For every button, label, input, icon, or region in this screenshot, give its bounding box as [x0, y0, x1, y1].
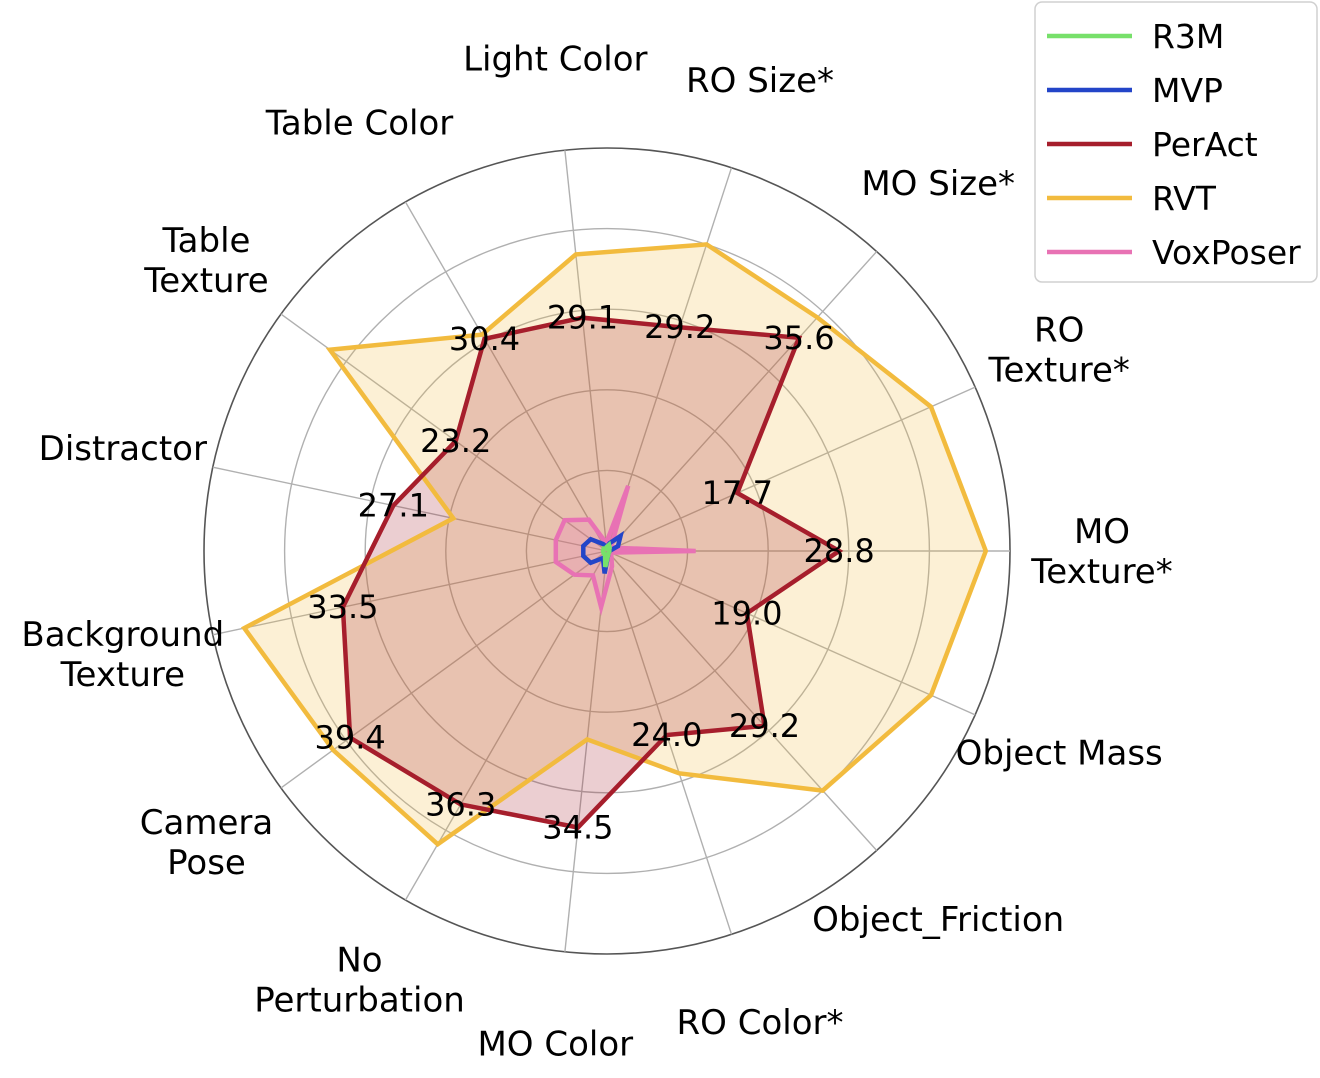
legend-label-rvt: RVT	[1152, 179, 1217, 218]
grid-spoke	[280, 550, 608, 789]
legend-label-r3m: R3M	[1152, 17, 1224, 56]
axis-label: Table Texture	[143, 221, 268, 301]
data-label-peract: 23.2	[420, 422, 491, 460]
data-label-peract: 36.3	[425, 785, 496, 823]
series-line-r3m	[600, 540, 613, 568]
grid-spoke	[404, 201, 608, 552]
data-label-peract: 17.7	[702, 474, 773, 512]
axis-label: MO Color	[477, 1024, 633, 1064]
grid-spoke	[606, 251, 878, 552]
data-label-peract: 29.2	[644, 308, 715, 346]
grid-spoke	[212, 466, 608, 552]
legend-box	[1034, 1, 1318, 283]
axis-label: MO Size*	[861, 164, 1015, 204]
grid-spoke	[606, 550, 878, 851]
data-label-peract: 29.1	[547, 299, 618, 337]
axis-label: Table Color	[265, 103, 454, 143]
data-label-peract: 24.0	[631, 716, 702, 754]
data-label-peract: 39.4	[314, 719, 385, 757]
legend-label-peract: PerAct	[1152, 125, 1258, 164]
axis-label: Object_Friction	[812, 900, 1064, 940]
grid-spoke	[606, 386, 976, 552]
grid-spoke	[606, 550, 733, 935]
grid-spoke	[212, 550, 608, 636]
legend-label-mvp: MVP	[1152, 71, 1223, 110]
grid-spoke	[564, 150, 608, 552]
legend: R3M MVP PerAct RVT VoxPoser	[1034, 1, 1318, 283]
series-area-rvt	[244, 244, 986, 845]
axis-label: Background Texture	[21, 615, 224, 695]
series-line-voxposer	[553, 484, 696, 616]
axis-label: Camera Pose	[140, 803, 273, 883]
label-layer: 28.8 17.7 35.6 29.2 29.1 30.4 23.2 27.1 33.5 39.4…	[21, 40, 1172, 1065]
data-label-peract: 34.5	[542, 809, 613, 847]
data-label-peract: 30.4	[449, 320, 520, 358]
data-label-peract: 29.2	[729, 707, 800, 745]
grid-spoke	[606, 550, 976, 716]
series-layer	[240, 242, 989, 848]
series-line-peract	[340, 315, 844, 830]
series-line-rvt	[240, 242, 989, 848]
series-area-peract	[342, 317, 840, 828]
axis-label: RO Size*	[686, 61, 834, 101]
axis-label: RO Texture*	[987, 311, 1129, 391]
grid-spoke	[564, 550, 608, 952]
axis-label: MO Texture*	[1030, 512, 1172, 592]
data-label-peract: 35.6	[763, 319, 834, 357]
data-label-peract: 27.1	[358, 487, 429, 525]
axis-label: Object Mass	[956, 733, 1163, 773]
data-label-peract: 28.8	[803, 532, 874, 570]
data-label-peract: 19.0	[711, 594, 782, 632]
axis-label: Distractor	[39, 429, 207, 469]
data-label-peract: 33.5	[307, 588, 378, 626]
legend-label-voxposer: VoxPoser	[1152, 233, 1301, 272]
axis-label: Light Color	[463, 40, 647, 80]
axis-label: RO Color*	[677, 1003, 844, 1043]
axis-label: No Perturbation	[254, 941, 465, 1021]
